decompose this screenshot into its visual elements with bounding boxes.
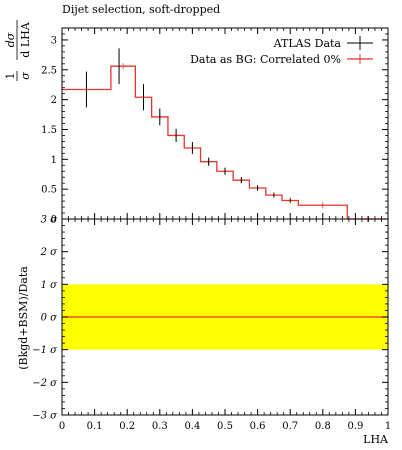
x-tick-label: 1 — [385, 421, 391, 432]
chart-title: Dijet selection, soft-dropped — [62, 3, 220, 16]
bottom-y-axis-title: (Bkgd+BSM)/Data — [17, 266, 30, 370]
top-y-axis-title: 1 σ dσ d LHA — [4, 20, 32, 81]
top-y-tick-label: 3 — [51, 35, 57, 46]
top-y-tick-label: 2 — [51, 95, 57, 106]
x-tick-label: 0.5 — [217, 421, 233, 432]
ylabel-frac1-numerator: 1 — [4, 73, 17, 80]
top-y-tick-label: 0 — [51, 215, 57, 226]
x-axis-title: LHA — [363, 433, 389, 446]
legend-entry-data: ATLAS Data — [273, 36, 373, 50]
x-tick-label: 0.2 — [119, 421, 135, 432]
legend-label-data: ATLAS Data — [273, 37, 342, 50]
legend-entry-model: Data as BG: Correlated 0% — [190, 53, 373, 66]
x-tick-label: 0.6 — [250, 421, 266, 432]
ylabel-frac2-numerator: dσ — [4, 32, 17, 47]
top-panel-content — [62, 48, 388, 222]
top-y-tick-label: 1 — [51, 155, 57, 166]
axis-ticks: 0 0.1 0.2 0.3 0.4 0.5 0.6 0.7 0.8 0.9 1 0 0.5 1 1.5 2 2.… — [32, 27, 391, 432]
top-y-tick-label: 2.5 — [41, 65, 57, 76]
top-y-tick-label: 0.5 — [41, 185, 57, 196]
bottom-y-tick-label: 2 σ — [40, 247, 59, 258]
x-tick-label: 0.9 — [347, 421, 363, 432]
top-y-tick-label: 1.5 — [41, 125, 57, 136]
x-tick-label: 0.8 — [315, 421, 331, 432]
bottom-panel-content — [62, 284, 388, 350]
x-tick-label: 0.7 — [282, 421, 298, 432]
bottom-y-tick-label: −2 σ — [32, 378, 58, 389]
bottom-y-tick-label: −1 σ — [32, 345, 58, 356]
bottom-y-tick-label: 3 σ — [41, 215, 59, 226]
x-tick-label: 0.3 — [152, 421, 168, 432]
bottom-y-tick-label: −3 σ — [32, 411, 58, 422]
bottom-y-tick-label: 1 σ — [41, 280, 59, 291]
ylabel-frac1-denominator: σ — [19, 72, 32, 80]
x-tick-label: 0.4 — [184, 421, 200, 432]
model-step-line — [62, 65, 388, 220]
legend-label-model: Data as BG: Correlated 0% — [190, 53, 341, 66]
x-tick-label: 0.1 — [87, 421, 103, 432]
x-tick-label: 0 — [59, 421, 65, 432]
legend: ATLAS Data Data as BG: Correlated 0% — [190, 36, 373, 66]
bottom-y-tick-label: 0 σ — [41, 313, 59, 324]
ylabel-frac2-denominator: d LHA — [19, 21, 32, 57]
